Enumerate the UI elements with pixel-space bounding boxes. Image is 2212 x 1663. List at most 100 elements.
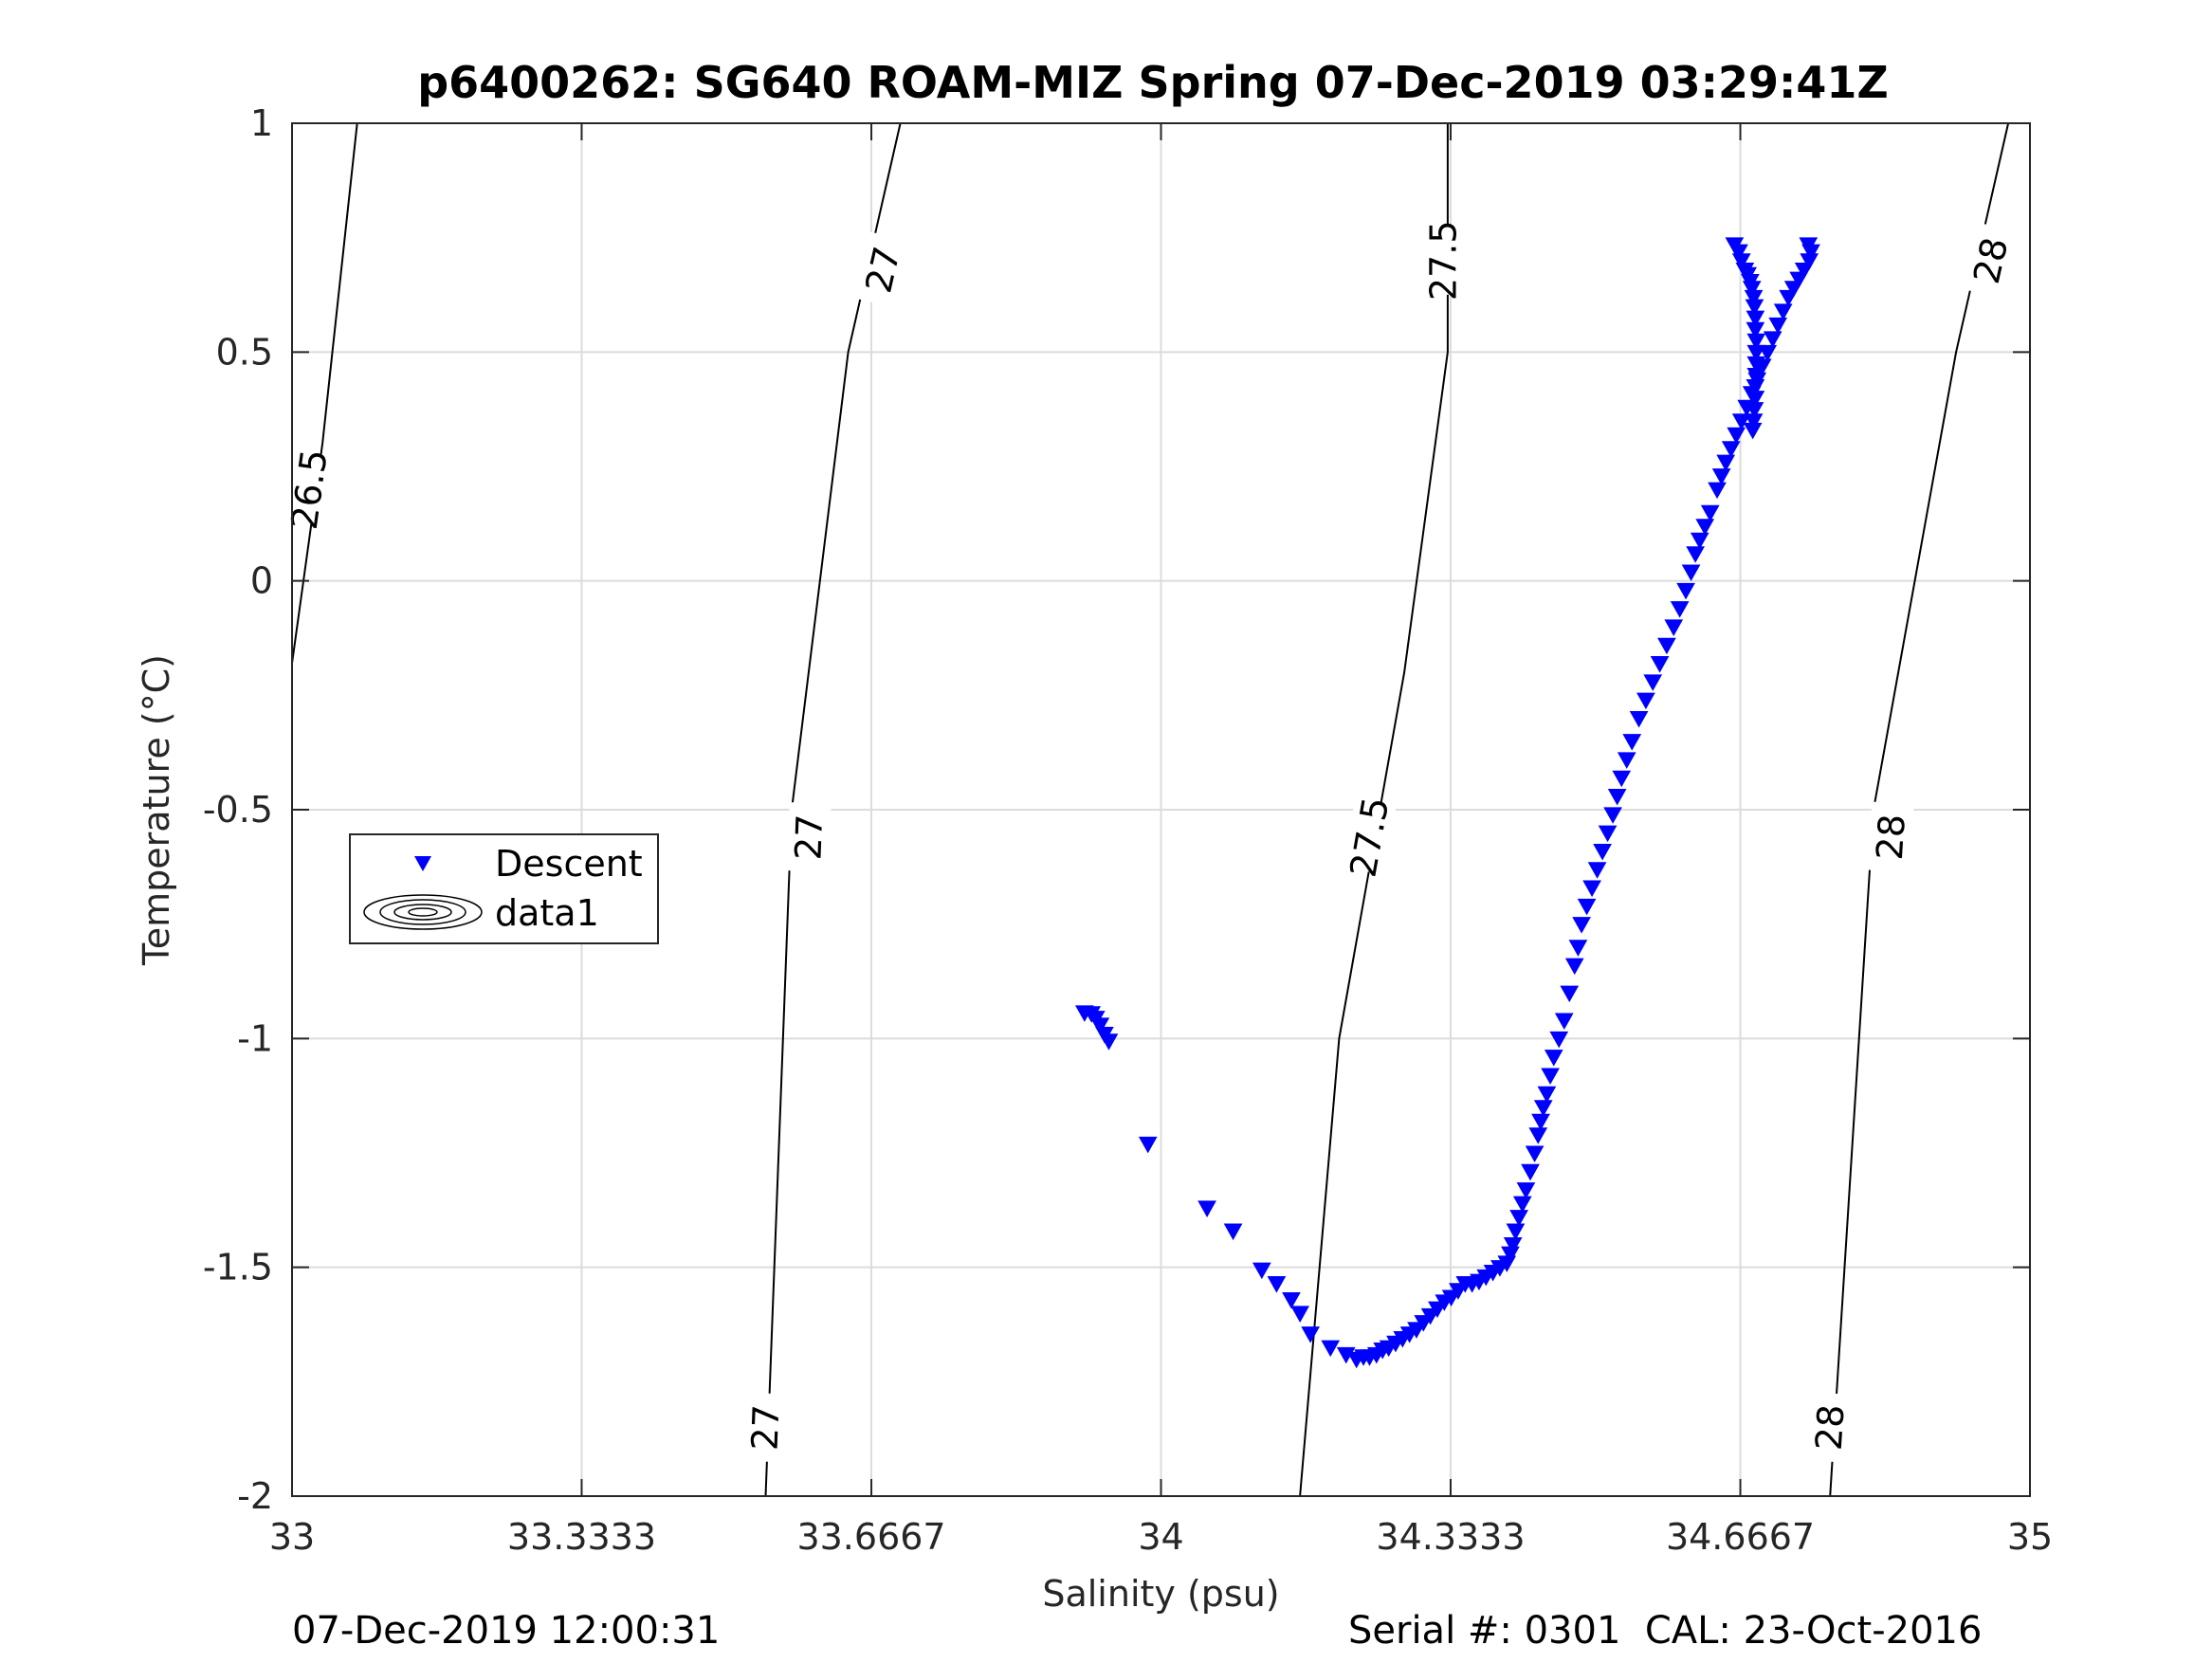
descent-point: [1746, 321, 1765, 339]
descent-point: [1745, 299, 1764, 317]
descent-point: [1521, 1163, 1540, 1181]
descent-point: [1572, 917, 1591, 934]
descent-point: [1528, 1127, 1548, 1144]
contour-label-bg: [854, 231, 911, 308]
descent-point: [1554, 1013, 1574, 1031]
descent-point: [1301, 1326, 1320, 1343]
descent-point: [1629, 710, 1649, 728]
x-tick-label: 34.6667: [1666, 1516, 1815, 1558]
descent-point: [1636, 692, 1655, 710]
legend: Descent data1: [349, 833, 659, 944]
contour-label-bg: [283, 452, 336, 526]
descent-point: [1612, 770, 1632, 788]
descent-point: [1541, 1068, 1560, 1085]
descent-point: [1758, 344, 1778, 362]
descent-point: [1746, 379, 1765, 396]
descent-point: [1544, 1050, 1563, 1067]
descent-point: [1690, 532, 1709, 550]
density-contour-26.5: [291, 122, 358, 664]
descent-point: [1711, 468, 1731, 485]
contour-label-bg: [743, 1392, 788, 1463]
descent-point: [1700, 504, 1720, 522]
contour-label-bg: [1422, 226, 1465, 295]
descent-point: [1598, 825, 1618, 843]
descent-point: [1516, 1182, 1536, 1199]
descent-point: [1290, 1306, 1309, 1323]
contour-label: 28: [1869, 813, 1913, 861]
descent-point: [1252, 1262, 1271, 1280]
descent-point: [1676, 582, 1695, 600]
descent-point: [1744, 413, 1764, 430]
x-tick-label: 34.3333: [1376, 1516, 1525, 1558]
descent-point: [1746, 356, 1766, 374]
descent-point: [1731, 413, 1751, 430]
x-tick-label: 33: [269, 1516, 315, 1558]
descent-point: [1603, 807, 1622, 824]
x-axis-label: Salinity (psu): [1042, 1573, 1279, 1615]
legend-box: [349, 833, 659, 944]
x-tick-label: 34: [1138, 1516, 1183, 1558]
descent-point: [1746, 310, 1765, 328]
x-tick-label: 33.3333: [507, 1516, 656, 1558]
descent-point: [1617, 752, 1636, 769]
y-tick-label: -1: [237, 1017, 273, 1059]
contour-label: 27.5: [1342, 794, 1397, 880]
y-tick-label: -1.5: [203, 1247, 273, 1288]
descent-point: [1670, 601, 1690, 618]
contour-label: 27: [857, 243, 908, 297]
contour-label-bg: [1963, 222, 2020, 299]
descent-point: [1533, 1100, 1553, 1117]
grid-lines: [292, 123, 2030, 1496]
x-tick-label: 33.6667: [796, 1516, 945, 1558]
legend-marker-descent: [414, 856, 431, 871]
descent-point: [1512, 1196, 1532, 1214]
contour-label-bg: [1343, 799, 1397, 875]
descent-point: [1746, 391, 1765, 408]
descent-point: [1099, 1033, 1119, 1051]
contour-label-bg: [786, 802, 832, 872]
y-tick-label: 1: [250, 102, 273, 144]
y-tick-label: -0.5: [203, 789, 273, 831]
descent-point: [1223, 1223, 1243, 1241]
descent-point: [1197, 1200, 1216, 1217]
descent-point: [1503, 1237, 1523, 1254]
descent-point: [1525, 1145, 1545, 1163]
legend-marker-contour-icon: [363, 894, 483, 930]
descent-point: [1746, 344, 1766, 362]
contour-label: 27: [787, 813, 831, 861]
y-axis-label: Temperature (°C): [136, 654, 177, 966]
descent-point: [1506, 1223, 1526, 1241]
contour-label: 27: [744, 1404, 788, 1452]
footer-serial-cal: Serial #: 0301 CAL: 23-Oct-2016: [1348, 1609, 1983, 1653]
descent-point: [1768, 317, 1788, 335]
contour-label: 28: [1808, 1403, 1853, 1452]
descent-point: [1657, 637, 1676, 655]
descent-point: [1729, 244, 1748, 262]
descent-point: [1564, 958, 1584, 976]
descent-point: [1664, 619, 1684, 636]
descent-point: [1773, 303, 1793, 320]
y-tick-label: 0.5: [216, 331, 273, 373]
descent-series: [1074, 237, 1820, 1369]
descent-point: [1746, 333, 1766, 351]
descent-point: [1587, 862, 1607, 879]
descent-point: [1763, 331, 1782, 348]
descent-point: [1622, 734, 1642, 751]
descent-point: [1743, 422, 1763, 440]
y-tick-label: -2: [237, 1475, 273, 1517]
descent-point: [1607, 789, 1627, 806]
descent-point: [1643, 674, 1663, 691]
contour-label-bg: [1806, 1392, 1854, 1463]
descent-point: [1582, 880, 1601, 898]
descent-point: [1267, 1276, 1287, 1293]
descent-point: [1681, 564, 1701, 582]
descent-point: [1742, 281, 1762, 298]
descent-point: [1721, 441, 1741, 458]
descent-point: [1593, 843, 1612, 861]
axis-ticks: 33 33.3333 33.6667 34 34.3333 34.6667 35 -2 -1.5…: [203, 102, 2053, 1558]
descent-point: [1509, 1210, 1528, 1227]
chart-title: p6400262: SG640 ROAM-MIZ Spring 07-Dec-2…: [417, 57, 1889, 108]
footer-timestamp: 07-Dec-2019 12:00:31: [292, 1609, 721, 1653]
